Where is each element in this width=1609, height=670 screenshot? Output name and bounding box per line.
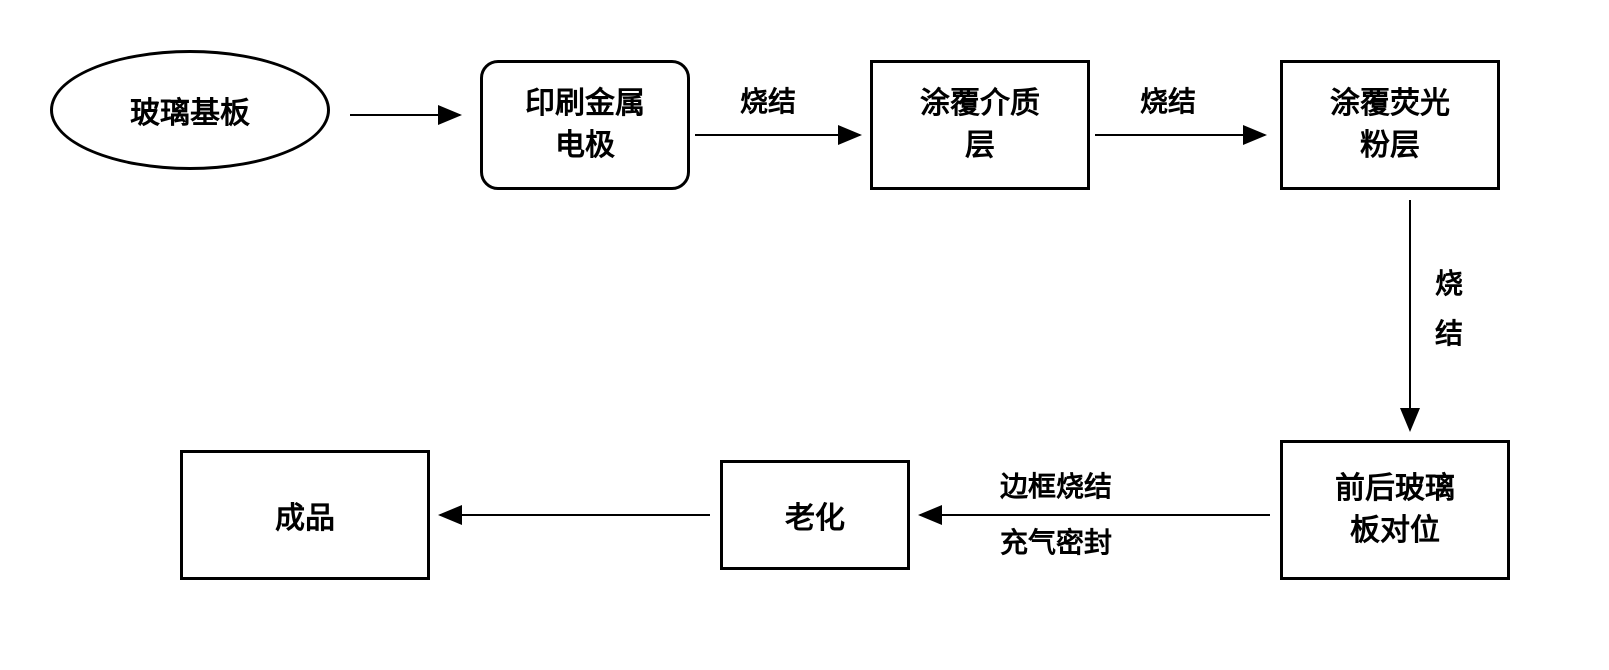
- node-coat-phosphor: 涂覆荧光 粉层: [1280, 60, 1500, 190]
- node-print-electrode: 印刷金属 电极: [480, 60, 690, 190]
- node-label: 前后玻璃 板对位: [1335, 468, 1455, 552]
- node-glass-substrate: 玻璃基板: [50, 50, 330, 170]
- edge-label-sinter-2: 烧结: [1140, 80, 1196, 120]
- node-label: 老化: [785, 493, 845, 537]
- node-label: 成品: [275, 493, 335, 537]
- node-aging: 老化: [720, 460, 910, 570]
- node-label: 涂覆介质 层: [920, 83, 1040, 167]
- flowchart-canvas: 玻璃基板 印刷金属 电极 涂覆介质 层 涂覆荧光 粉层 前后玻璃 板对位 老化 …: [40, 40, 1569, 630]
- node-coat-dielectric: 涂覆介质 层: [870, 60, 1090, 190]
- edge-label-frame-seal: 边框烧结 充气密封: [1000, 460, 1112, 572]
- node-label: 玻璃基板: [130, 88, 250, 132]
- node-align-panels: 前后玻璃 板对位: [1280, 440, 1510, 580]
- node-label: 涂覆荧光 粉层: [1330, 83, 1450, 167]
- edge-label-sinter-1: 烧结: [740, 80, 796, 120]
- edge-label-sinter-3: 烧 结: [1435, 260, 1463, 361]
- node-finished-product: 成品: [180, 450, 430, 580]
- node-label: 印刷金属 电极: [525, 83, 645, 167]
